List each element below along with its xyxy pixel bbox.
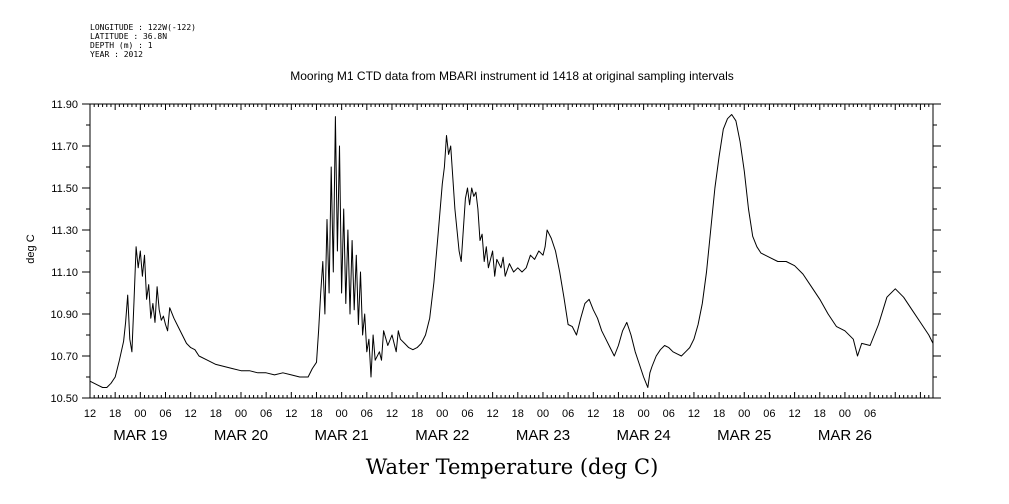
x-tick-label: 18	[411, 408, 423, 420]
x-tick-label: 18	[109, 408, 121, 420]
x-tick-label: 18	[512, 408, 524, 420]
y-tick-label: 10.90	[50, 309, 78, 321]
x-tick-label: 12	[185, 408, 197, 420]
day-label: MAR 23	[516, 427, 570, 444]
day-label: MAR 24	[617, 427, 671, 444]
x-tick-label: 12	[386, 408, 398, 420]
x-tick-label: 18	[210, 408, 222, 420]
x-tick-label: 06	[260, 408, 272, 420]
y-tick-label: 11.50	[51, 183, 78, 195]
meta-line: LATITUDE : 36.8N	[90, 32, 167, 41]
x-tick-label: 12	[587, 408, 599, 420]
x-tick-label: 18	[814, 408, 826, 420]
x-tick-label: 06	[663, 408, 675, 420]
x-tick-label: 06	[562, 408, 574, 420]
x-tick-label: 12	[788, 408, 800, 420]
meta-line: DEPTH (m) : 1	[90, 41, 153, 50]
day-label: MAR 21	[315, 427, 369, 444]
x-tick-label: 00	[235, 408, 247, 420]
y-tick-label: 11.70	[51, 141, 78, 153]
day-label: MAR 20	[214, 427, 268, 444]
day-label: MAR 26	[818, 427, 872, 444]
x-axis-label: Water Temperature (deg C)	[366, 455, 659, 479]
day-labels: MAR 19 MAR 20 MAR 21 MAR 22 MAR 23 MAR 24 MAR …	[113, 427, 872, 444]
x-tick-label: 00	[839, 408, 851, 420]
day-label: MAR 22	[415, 427, 469, 444]
x-tick-label: 06	[763, 408, 775, 420]
y-tick-label: 10.70	[50, 351, 78, 363]
x-tick-label: 12	[487, 408, 499, 420]
x-tick-label: 06	[159, 408, 171, 420]
x-tick-label: 00	[436, 408, 448, 420]
y-tick-label: 11.90	[51, 99, 78, 111]
x-tick-label: 06	[461, 408, 473, 420]
x-tick-label: 00	[637, 408, 649, 420]
x-tick-label: 12	[84, 408, 96, 420]
day-label: MAR 25	[717, 427, 771, 444]
x-tick-label: 18	[310, 408, 322, 420]
x-tick-label: 00	[537, 408, 549, 420]
axis-ticks	[82, 103, 941, 399]
x-tick-label: 00	[738, 408, 750, 420]
x-tick-label: 06	[361, 408, 373, 420]
x-tick-label: 12	[688, 408, 700, 420]
day-label: MAR 19	[113, 427, 167, 444]
y-tick-label: 10.50	[50, 393, 78, 405]
y-tick-label: 11.10	[51, 267, 78, 279]
x-tick-label: 06	[864, 408, 876, 420]
y-tick-labels: 10.50 10.70 10.90 11.10 11.30 11.50 11.70 11.90	[50, 99, 78, 405]
y-axis-label: deg C	[25, 234, 37, 263]
chart-title: Mooring M1 CTD data from MBARI instrumen…	[290, 69, 734, 83]
x-tick-label: 12	[285, 408, 297, 420]
x-tick-labels: 12 18 00 06 12 18 00 06 12 18 00 06 12 18 00 06 12 18 00 06…	[84, 408, 876, 420]
plot-frame	[89, 103, 934, 399]
x-tick-label: 18	[713, 408, 725, 420]
meta-line: YEAR : 2012	[90, 50, 143, 59]
x-tick-label: 00	[134, 408, 146, 420]
x-tick-label: 18	[612, 408, 624, 420]
meta-line: LONGITUDE : 122W(-122)	[90, 23, 196, 32]
x-tick-label: 00	[336, 408, 348, 420]
series-line	[89, 114, 934, 388]
y-tick-label: 11.30	[51, 225, 78, 237]
